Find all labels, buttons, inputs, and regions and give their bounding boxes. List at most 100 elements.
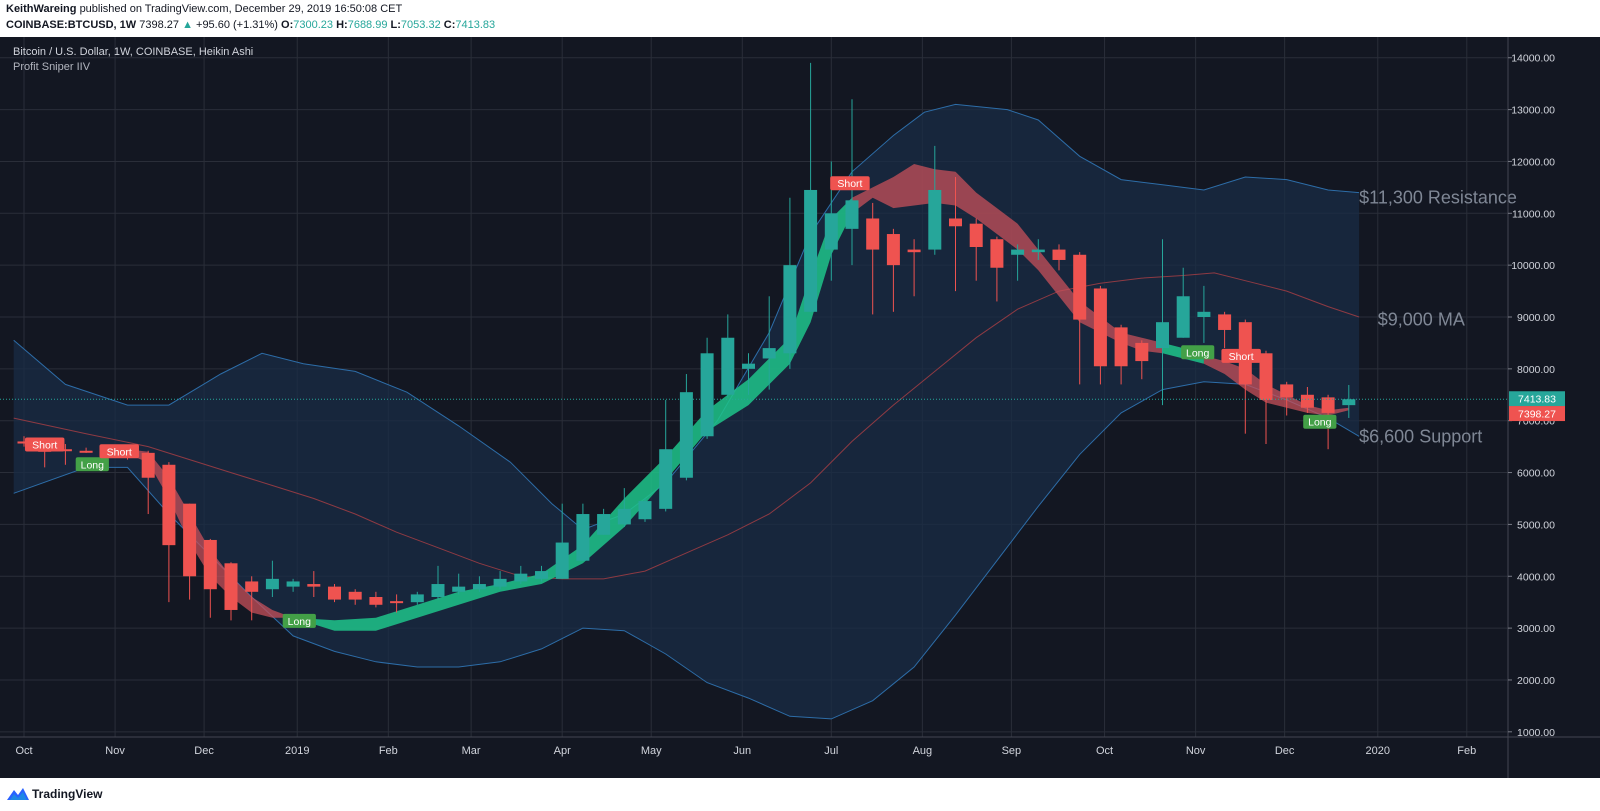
y-tick-label: 13000.00 [1511, 105, 1555, 117]
candle-body [1259, 353, 1273, 400]
candle-body [679, 392, 693, 478]
candle-body [762, 348, 776, 359]
author-name[interactable]: KeithWareing [6, 3, 77, 15]
candle [783, 197, 797, 369]
candle-body [721, 337, 735, 395]
candle [907, 239, 921, 297]
candle-body [452, 586, 466, 592]
chart-legend-title: Bitcoin / U.S. Dollar, 1W, COINBASE, Hei… [13, 46, 253, 58]
candles-group[interactable] [17, 62, 1356, 621]
signal-long: Long [1181, 345, 1215, 360]
candle [514, 565, 528, 585]
candle [17, 436, 31, 447]
candle-body [1342, 399, 1356, 406]
signal-badge-bg [1303, 414, 1337, 429]
change-up-icon: ▲ [182, 19, 193, 31]
candle [58, 444, 72, 465]
candle [390, 594, 404, 613]
y-tick-label: 14000.00 [1511, 53, 1555, 65]
x-tick-label: Oct [1096, 745, 1113, 757]
price-tag-bg [1509, 406, 1565, 422]
candle [265, 560, 279, 597]
price-tag-up: 7413.83 [1509, 391, 1565, 407]
low-label: L: [390, 19, 401, 31]
y-tick-label: 9000.00 [1517, 312, 1555, 324]
x-tick-label: Dec [1275, 745, 1295, 757]
candle-body [265, 578, 279, 590]
y-tick-label: 4000.00 [1517, 571, 1555, 583]
candle-body [410, 594, 424, 603]
price-tag-label: 7413.83 [1518, 394, 1556, 406]
x-tick-label: 2019 [285, 745, 309, 757]
candle [555, 503, 569, 579]
candle-body [742, 363, 755, 369]
candle-body [597, 514, 611, 535]
chart-panel[interactable]: Short Long Short Long Short Long Short Long $11… [0, 37, 1600, 778]
candle-body [555, 542, 569, 579]
price-tag-bg [1509, 391, 1565, 407]
candle [762, 296, 776, 390]
candle [203, 538, 217, 618]
candle-body [58, 449, 72, 452]
candle [804, 62, 818, 312]
signal-long: Long [75, 457, 109, 472]
x-tick-label: Apr [554, 745, 571, 757]
candle [1218, 311, 1232, 349]
candle-body [203, 539, 217, 590]
candle-body [245, 581, 259, 592]
tradingview-logo-icon[interactable] [6, 786, 30, 802]
signal-badge-bg [282, 613, 316, 628]
candle-body [493, 578, 507, 587]
tradingview-brand[interactable]: TradingView [32, 787, 103, 801]
candle [638, 498, 652, 522]
price-change: +95.60 (+1.31%) [196, 19, 278, 31]
signal-badge-bg [24, 437, 65, 452]
candle [969, 218, 983, 281]
signal-label: Short [107, 446, 132, 458]
candle-body [535, 571, 548, 579]
signal-long: Long [1303, 414, 1337, 429]
publish-info: KeithWareing published on TradingView.co… [6, 3, 402, 15]
candle [1093, 285, 1107, 385]
candle [224, 562, 238, 621]
candle-body [1321, 397, 1335, 413]
candle-body [638, 501, 652, 520]
x-tick-label: Dec [194, 745, 214, 757]
candle-body [1093, 288, 1107, 367]
candle [1135, 340, 1149, 380]
close-label: C: [443, 19, 456, 31]
candle-body [1280, 384, 1294, 398]
envelope-bands [13, 103, 1360, 720]
price-tag-label: 7398.27 [1518, 409, 1556, 421]
y-tick-label: 10000.00 [1511, 260, 1555, 272]
candle-body [183, 503, 197, 577]
candle [1011, 244, 1025, 281]
upper-band-line [13, 103, 1360, 531]
band-fill [13, 104, 1360, 719]
candle [1176, 267, 1190, 338]
footer-bar: TradingView [0, 778, 1600, 811]
candle-body [969, 223, 983, 247]
signal-label: Long [81, 459, 105, 471]
ohlc-line: COINBASE:BTCUSD, 1W 7398.27 ▲ +95.60 (+1… [6, 19, 495, 31]
price-annotation: $11,300 Resistance [1359, 188, 1517, 208]
candle-body [1031, 249, 1045, 253]
signal-label: Long [288, 616, 312, 628]
candle [245, 576, 259, 621]
candle-body [907, 249, 921, 253]
y-tick-label: 12000.00 [1511, 156, 1555, 168]
candle-body [472, 584, 486, 590]
candle [1052, 244, 1066, 271]
candle [79, 447, 93, 453]
candle [679, 374, 693, 481]
candle [928, 145, 942, 255]
candle [535, 565, 548, 582]
signal-label: Short [1229, 351, 1254, 363]
axes-group[interactable]: 1000.00 2000.00 3000.00 4000.00 5000.00 6000.… [0, 37, 1600, 778]
candle-body [1156, 322, 1169, 349]
candle-body [141, 452, 155, 478]
candle [1300, 387, 1314, 413]
candle [410, 591, 424, 605]
